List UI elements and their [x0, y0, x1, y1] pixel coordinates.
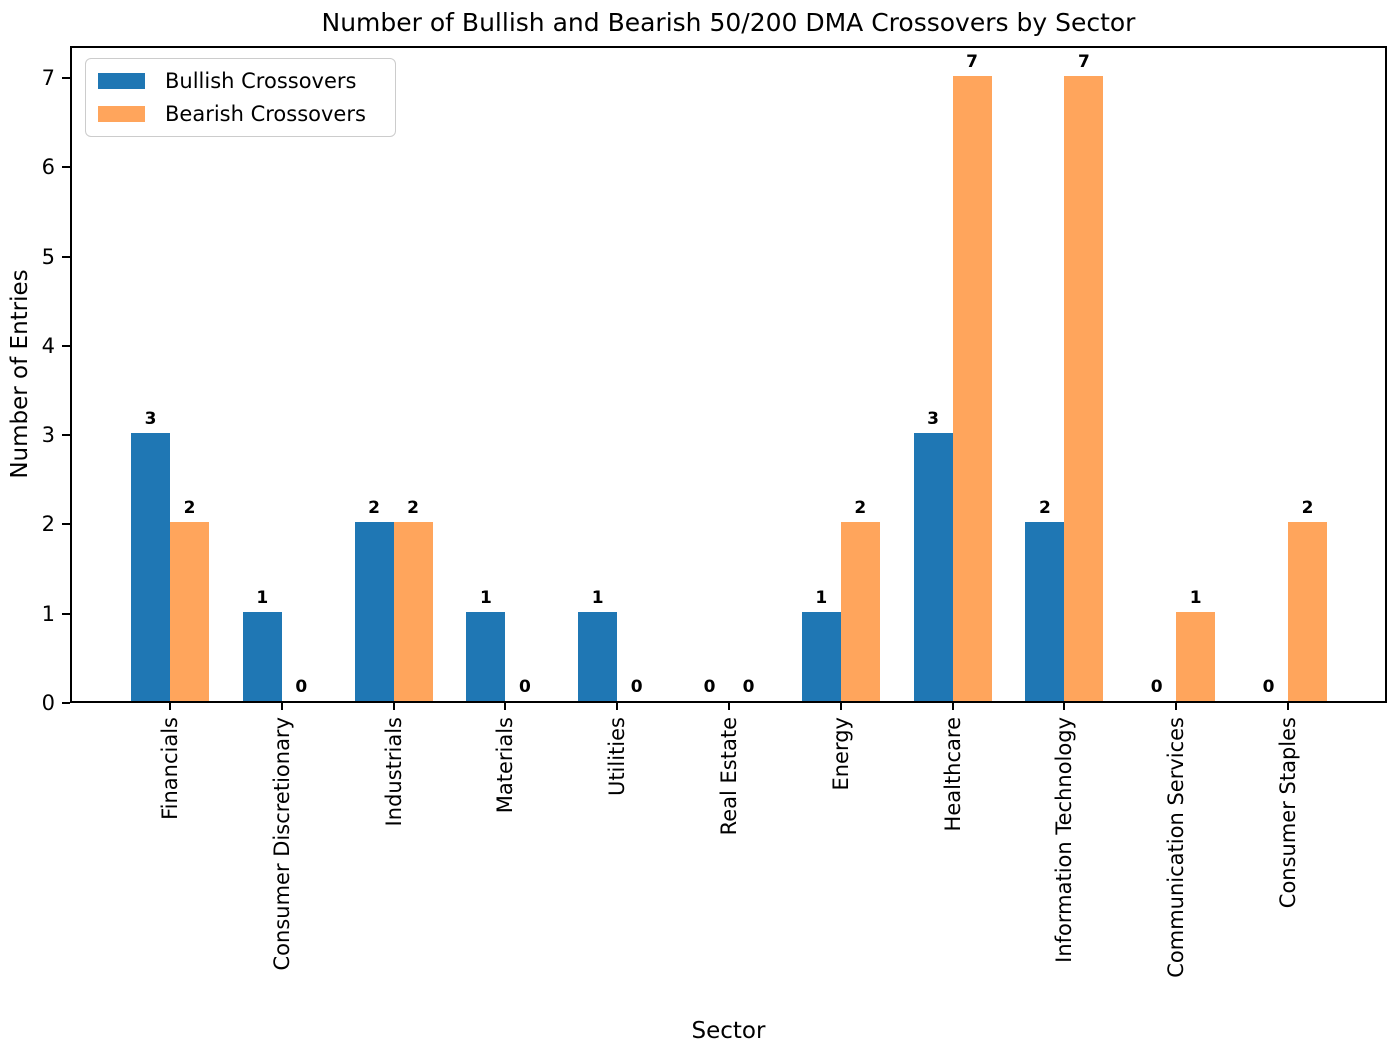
bar-value-bullish-crossovers-information-technology: 2: [1038, 498, 1051, 519]
y-tick-mark-7: [62, 76, 70, 79]
y-tick-label-3: 3: [41, 423, 55, 448]
bar-value-bearish-crossovers-healthcare: 7: [966, 51, 979, 72]
x-tick-label-energy: Energy: [828, 717, 853, 791]
bar-value-bearish-crossovers-industrials: 2: [407, 498, 420, 519]
x-tick-label-information-technology: Information Technology: [1052, 717, 1077, 963]
bar-value-bearish-crossovers-real-estate: 0: [742, 677, 755, 697]
x-tick-mark-consumer-staples: [1287, 703, 1289, 710]
bar-bearish-crossovers-industrials: [393, 522, 433, 701]
x-tick-mark-communication-services: [1175, 703, 1178, 710]
y-tick-label-4: 4: [41, 333, 55, 358]
x-tick-label-financials: Financials: [158, 717, 182, 820]
bar-value-bullish-crossovers-consumer-discretionary: 1: [256, 587, 269, 608]
bar-value-bullish-crossovers-consumer-staples: 0: [1262, 677, 1275, 697]
bar-value-bullish-crossovers-communication-services: 0: [1150, 677, 1163, 697]
bar-value-bullish-crossovers-energy: 1: [815, 587, 828, 608]
bar-value-bearish-crossovers-communication-services: 1: [1189, 587, 1202, 608]
bar-value-bullish-crossovers-utilities: 1: [591, 587, 604, 608]
x-tick-label-real-estate: Real Estate: [717, 717, 741, 836]
bullish-swatch-icon: [98, 72, 145, 89]
chart-title: Number of Bullish and Bearish 50/200 DMA…: [321, 8, 1136, 37]
bar-bullish-crossovers-information-technology: [1025, 522, 1065, 701]
x-tick-label-materials: Materials: [493, 717, 518, 814]
legend-item-bearish: Bearish Crossovers: [98, 98, 383, 131]
bar-bullish-crossovers-financials: [131, 433, 170, 701]
bar-value-bullish-crossovers-real-estate: 0: [703, 677, 716, 697]
legend: Bullish Crossovers Bearish Crossovers: [85, 58, 396, 137]
x-tick-mark-healthcare: [951, 703, 954, 710]
x-axis-label: Sector: [691, 1018, 766, 1044]
x-tick-mark-information-technology: [1063, 703, 1066, 710]
bar-bearish-crossovers-financials: [170, 522, 209, 701]
x-tick-mark-energy: [839, 703, 842, 710]
x-tick-mark-utilities: [616, 703, 619, 710]
bar-bullish-crossovers-consumer-discretionary: [242, 611, 282, 701]
y-tick-mark-5: [62, 255, 70, 258]
y-tick-mark-0: [62, 702, 70, 704]
x-tick-label-industrials: Industrials: [381, 717, 406, 827]
x-tick-label-utilities: Utilities: [605, 717, 630, 797]
x-tick-label-healthcare: Healthcare: [940, 717, 965, 832]
bar-bearish-crossovers-communication-services: [1176, 611, 1216, 701]
y-tick-label-6: 6: [41, 155, 55, 180]
x-tick-mark-industrials: [392, 703, 395, 710]
bearish-swatch-icon: [98, 106, 145, 123]
bar-value-bearish-crossovers-materials: 0: [518, 677, 531, 697]
y-tick-label-2: 2: [41, 512, 55, 537]
bar-bullish-crossovers-utilities: [578, 611, 618, 701]
x-tick-mark-consumer-discretionary: [280, 703, 283, 710]
bar-bearish-crossovers-energy: [840, 522, 880, 701]
y-tick-label-7: 7: [41, 65, 55, 90]
bar-bullish-crossovers-industrials: [354, 522, 394, 701]
bar-bullish-crossovers-energy: [801, 611, 841, 701]
legend-label-bearish: Bearish Crossovers: [165, 102, 366, 127]
y-tick-mark-3: [62, 434, 70, 437]
plot-area: Bullish Crossovers Bearish Crossovers 3 2…: [70, 46, 1387, 703]
bar-value-bullish-crossovers-financials: 3: [144, 409, 157, 430]
bar-bullish-crossovers-materials: [466, 611, 506, 701]
x-tick-mark-financials: [169, 703, 171, 710]
bar-bearish-crossovers-healthcare: [952, 75, 992, 701]
bar-value-bullish-crossovers-healthcare: 3: [927, 409, 940, 430]
bar-bullish-crossovers-healthcare: [913, 433, 953, 701]
x-tick-label-communication-services: Communication Services: [1164, 717, 1189, 978]
x-tick-mark-real-estate: [728, 703, 730, 710]
x-tick-label-consumer-staples: Consumer Staples: [1276, 717, 1300, 909]
bar-bearish-crossovers-information-technology: [1064, 75, 1104, 701]
x-tick-label-consumer-discretionary: Consumer Discretionary: [269, 717, 294, 971]
bar-value-bearish-crossovers-information-technology: 7: [1077, 51, 1090, 72]
legend-item-bullish: Bullish Crossovers: [98, 64, 383, 97]
y-tick-label-1: 1: [41, 601, 55, 626]
bar-value-bearish-crossovers-energy: 2: [854, 498, 867, 519]
bar-bearish-crossovers-consumer-staples: [1288, 522, 1327, 701]
y-tick-mark-6: [62, 166, 70, 169]
y-tick-label-5: 5: [41, 244, 55, 269]
bar-value-bearish-crossovers-consumer-discretionary: 0: [295, 677, 308, 697]
y-tick-label-0: 0: [41, 691, 55, 715]
bar-value-bullish-crossovers-materials: 1: [479, 587, 492, 608]
bar-value-bearish-crossovers-utilities: 0: [630, 677, 643, 697]
x-tick-mark-materials: [504, 703, 507, 710]
y-tick-mark-2: [62, 523, 70, 526]
y-tick-mark-1: [62, 612, 70, 615]
bar-value-bearish-crossovers-financials: 2: [183, 498, 196, 519]
y-tick-mark-4: [62, 344, 70, 347]
bar-value-bearish-crossovers-consumer-staples: 2: [1301, 498, 1314, 519]
bar-value-bullish-crossovers-industrials: 2: [368, 498, 381, 519]
legend-label-bullish: Bullish Crossovers: [165, 68, 357, 93]
